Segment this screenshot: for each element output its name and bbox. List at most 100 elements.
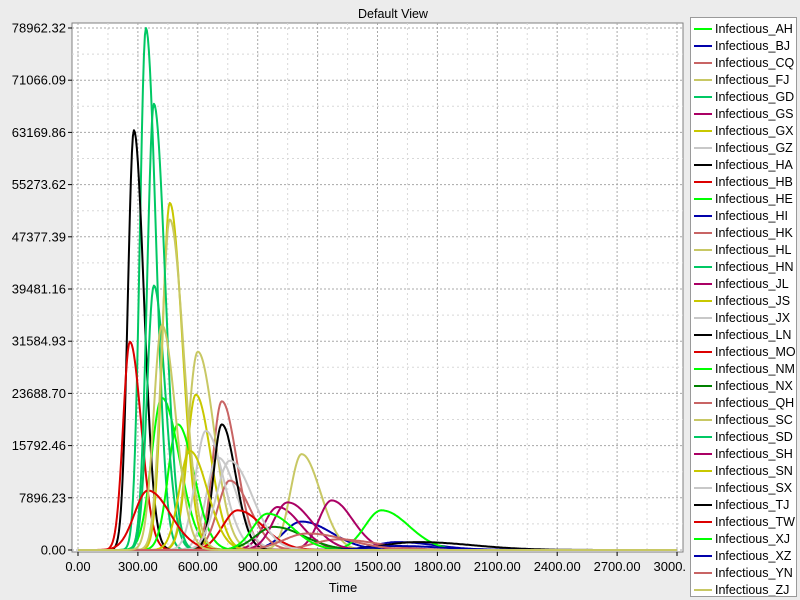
x-tick-label: 2100.00 bbox=[474, 559, 521, 574]
y-tick-label: 0.00 bbox=[41, 543, 66, 558]
legend-label: Infectious_XZ bbox=[715, 548, 792, 563]
series-line-infectious-zj bbox=[78, 324, 677, 551]
legend-label: Infectious_TJ bbox=[715, 497, 790, 512]
legend-swatch bbox=[694, 265, 712, 268]
x-tick-label: 0.00 bbox=[65, 559, 90, 574]
legend-swatch bbox=[694, 197, 712, 200]
legend-label: Infectious_HE bbox=[715, 191, 793, 206]
series-layer bbox=[78, 27, 677, 551]
legend-item: Infectious_XZ bbox=[691, 547, 796, 564]
legend-label: Infectious_HL bbox=[715, 242, 792, 257]
legend-swatch bbox=[694, 231, 712, 234]
y-tick-label: 7896.23 bbox=[19, 490, 66, 505]
y-tick-label: 31584.93 bbox=[12, 334, 66, 349]
x-tick-label: 1200.00 bbox=[294, 559, 341, 574]
legend-swatch bbox=[694, 44, 712, 47]
legend-item: Infectious_XJ bbox=[691, 530, 796, 547]
x-tick-label: 2400.00 bbox=[534, 559, 581, 574]
legend-item: Infectious_TJ bbox=[691, 496, 796, 513]
legend-label: Infectious_CQ bbox=[715, 55, 795, 70]
y-tick-label: 63169.86 bbox=[12, 125, 66, 140]
legend-item: Infectious_SD bbox=[691, 428, 796, 445]
chart-title: Default View bbox=[358, 7, 429, 21]
legend-item: Infectious_HA bbox=[691, 156, 796, 173]
legend-item: Infectious_SC bbox=[691, 411, 796, 428]
y-tick-label: 55273.62 bbox=[12, 177, 66, 192]
legend-item: Infectious_SX bbox=[691, 479, 796, 496]
legend-item: Infectious_MO bbox=[691, 343, 796, 360]
legend-swatch bbox=[694, 333, 712, 336]
legend-label: Infectious_YN bbox=[715, 565, 793, 580]
legend-item: Infectious_HL bbox=[691, 241, 796, 258]
legend-label: Infectious_JS bbox=[715, 293, 791, 308]
legend-label: Infectious_FJ bbox=[715, 72, 790, 87]
legend-label: Infectious_MO bbox=[715, 344, 796, 359]
legend-item: Infectious_GS bbox=[691, 105, 796, 122]
legend-label: Infectious_HB bbox=[715, 174, 793, 189]
legend-swatch bbox=[694, 214, 712, 217]
legend-label: Infectious_AH bbox=[715, 21, 793, 36]
legend-swatch bbox=[694, 554, 712, 557]
legend-item: Infectious_GZ bbox=[691, 139, 796, 156]
legend-label: Infectious_GZ bbox=[715, 140, 793, 155]
legend-item: Infectious_ZJ bbox=[691, 581, 796, 597]
legend-swatch bbox=[694, 401, 712, 404]
x-axis-label: Time bbox=[329, 580, 357, 595]
legend-item: Infectious_CQ bbox=[691, 54, 796, 71]
legend-label: Infectious_SN bbox=[715, 463, 793, 478]
legend-item: Infectious_JL bbox=[691, 275, 796, 292]
legend-label: Infectious_HN bbox=[715, 259, 794, 274]
x-tick-label: 1500.00 bbox=[354, 559, 401, 574]
legend-swatch bbox=[694, 418, 712, 421]
x-tick-label: 3000.00 bbox=[654, 559, 687, 574]
legend-item: Infectious_SH bbox=[691, 445, 796, 462]
legend-swatch bbox=[694, 367, 712, 370]
legend-label: Infectious_SH bbox=[715, 446, 793, 461]
legend-item: Infectious_HE bbox=[691, 190, 796, 207]
legend-label: Infectious_HK bbox=[715, 225, 793, 240]
legend-swatch bbox=[694, 129, 712, 132]
legend-label: Infectious_XJ bbox=[715, 531, 791, 546]
legend-label: Infectious_GD bbox=[715, 89, 795, 104]
legend-item: Infectious_TW bbox=[691, 513, 796, 530]
legend-label: Infectious_SD bbox=[715, 429, 793, 444]
legend-swatch bbox=[694, 27, 712, 30]
y-tick-label: 23688.70 bbox=[12, 386, 66, 401]
legend-swatch bbox=[694, 299, 712, 302]
legend-swatch bbox=[694, 316, 712, 319]
legend-swatch bbox=[694, 384, 712, 387]
legend-swatch bbox=[694, 282, 712, 285]
legend-swatch bbox=[694, 588, 712, 591]
x-tick-label: 1800.00 bbox=[414, 559, 461, 574]
legend-label: Infectious_HI bbox=[715, 208, 788, 223]
legend-item: Infectious_FJ bbox=[691, 71, 796, 88]
legend-item: Infectious_HK bbox=[691, 224, 796, 241]
legend-label: Infectious_SX bbox=[715, 480, 793, 495]
x-tick-label: 900.00 bbox=[238, 559, 278, 574]
legend-item: Infectious_GD bbox=[691, 88, 796, 105]
legend-label: Infectious_NM bbox=[715, 361, 795, 376]
legend-label: Infectious_ZJ bbox=[715, 582, 790, 597]
legend-label: Infectious_GX bbox=[715, 123, 794, 138]
axis-layer: 0.00 300.00 600.00 900.00 1200.00 1500.00 1800… bbox=[12, 21, 686, 575]
x-tick-label: 300.00 bbox=[118, 559, 158, 574]
legend-item: Infectious_NM bbox=[691, 360, 796, 377]
legend-item: Infectious_YN bbox=[691, 564, 796, 581]
legend-label: Infectious_BJ bbox=[715, 38, 791, 53]
legend-swatch bbox=[694, 180, 712, 183]
x-tick-label: 600.00 bbox=[178, 559, 218, 574]
legend-item: Infectious_LN bbox=[691, 326, 796, 343]
legend-label: Infectious_QH bbox=[715, 395, 795, 410]
legend-swatch bbox=[694, 537, 712, 540]
x-tick-label: 2700.00 bbox=[594, 559, 641, 574]
legend-item: Infectious_AH bbox=[691, 20, 796, 37]
legend-item: Infectious_GX bbox=[691, 122, 796, 139]
legend-swatch bbox=[694, 520, 712, 523]
legend-swatch bbox=[694, 61, 712, 64]
legend-item: Infectious_NX bbox=[691, 377, 796, 394]
legend-swatch bbox=[694, 112, 712, 115]
legend-label: Infectious_HA bbox=[715, 157, 793, 172]
legend-swatch bbox=[694, 95, 712, 98]
legend-item: Infectious_HN bbox=[691, 258, 796, 275]
legend-label: Infectious_LN bbox=[715, 327, 792, 342]
